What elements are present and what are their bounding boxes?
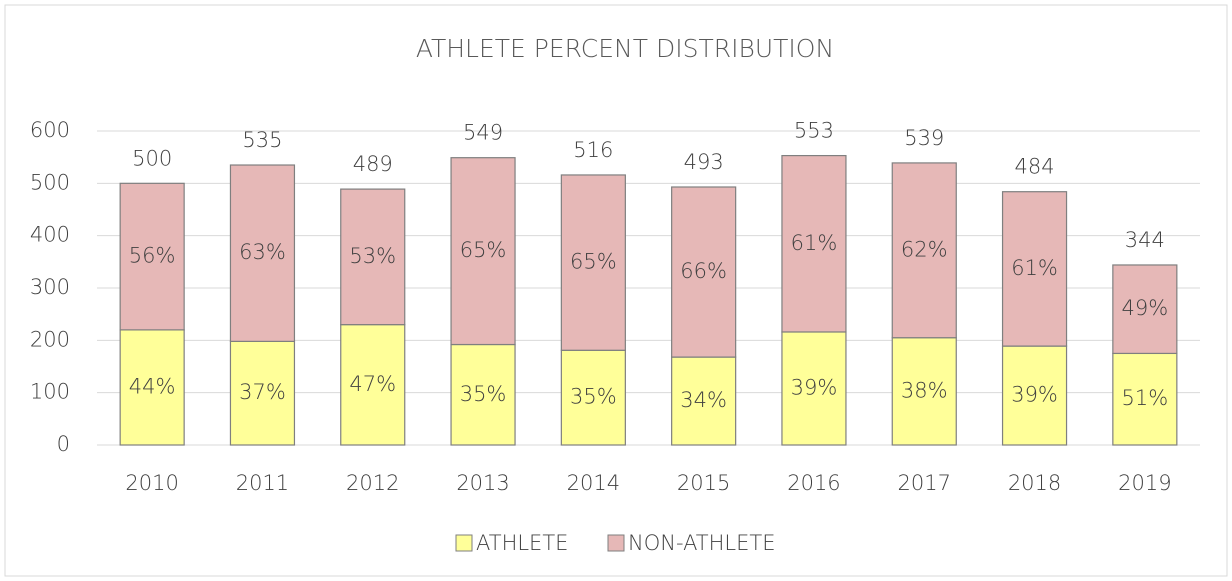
data-label: 49% [1122, 296, 1169, 320]
y-tick-label: 100 [30, 380, 70, 404]
bar-segment [671, 186, 737, 358]
total-label: 500 [132, 146, 172, 170]
x-tick-label: 2015 [677, 471, 730, 495]
chart-title: ATHLETE PERCENT DISTRIBUTION [416, 34, 834, 63]
bar-segment [1112, 352, 1178, 446]
total-label: 553 [794, 119, 834, 143]
bar-segment [450, 157, 516, 346]
data-label: 35% [460, 382, 507, 406]
bar-segment [1001, 345, 1068, 446]
data-label: 35% [570, 385, 617, 409]
total-label: 493 [684, 150, 724, 174]
data-label: 65% [570, 250, 617, 274]
bar-segment [119, 329, 185, 446]
y-tick-label: 500 [30, 170, 70, 194]
data-label: 47% [349, 372, 396, 396]
data-label: 39% [1011, 383, 1058, 407]
x-tick-label: 2013 [456, 471, 509, 495]
bar-segment [560, 349, 626, 446]
data-label: 56% [129, 244, 176, 268]
y-tick-label: 300 [30, 275, 70, 299]
total-label: 489 [353, 152, 393, 176]
x-tick-label: 2010 [125, 471, 178, 495]
y-tick-label: 400 [30, 223, 70, 247]
data-label: 62% [901, 237, 948, 261]
x-tick-label: 2011 [236, 471, 289, 495]
x-tick-label: 2016 [787, 471, 840, 495]
legend-swatch [607, 534, 625, 552]
total-label: 535 [242, 128, 282, 152]
total-label: 516 [573, 138, 613, 162]
y-tick-label: 0 [57, 432, 70, 456]
bar-segment [560, 174, 626, 351]
data-label: 44% [129, 374, 176, 398]
bar-segment [891, 162, 957, 339]
total-label: 539 [904, 126, 944, 150]
bar-segment [1001, 191, 1068, 347]
bar-segment [450, 343, 516, 446]
data-label: 37% [239, 380, 286, 404]
total-label: 344 [1125, 228, 1165, 252]
bar-segment [1112, 264, 1178, 355]
data-label: 61% [791, 231, 838, 255]
total-label: 484 [1015, 155, 1055, 179]
y-tick-label: 600 [30, 118, 70, 142]
x-tick-label: 2018 [1008, 471, 1061, 495]
x-tick-label: 2019 [1118, 471, 1171, 495]
bar-segment [781, 154, 847, 333]
bar-segment [229, 340, 296, 446]
x-tick-label: 2017 [898, 471, 951, 495]
data-label: 38% [901, 378, 948, 402]
data-label: 39% [791, 375, 838, 399]
bar-segment [119, 182, 185, 331]
bar-segment [340, 188, 406, 326]
legend-label: NON-ATHLETE [628, 531, 775, 555]
bar-segment [671, 356, 737, 446]
x-tick-label: 2012 [346, 471, 399, 495]
legend-label: ATHLETE [476, 531, 568, 555]
legend-swatch [455, 534, 473, 552]
bar-segment [229, 164, 296, 342]
bar-segment [340, 324, 406, 446]
data-label: 65% [460, 238, 507, 262]
x-tick-label: 2014 [567, 471, 620, 495]
data-label: 66% [680, 259, 727, 283]
data-label: 61% [1011, 256, 1058, 280]
data-label: 51% [1122, 386, 1169, 410]
data-label: 53% [349, 244, 396, 268]
total-label: 549 [463, 121, 503, 145]
data-label: 34% [680, 388, 727, 412]
bar-segment [781, 331, 847, 446]
y-tick-label: 200 [30, 327, 70, 351]
data-label: 63% [239, 240, 286, 264]
bar-segment [891, 337, 957, 446]
